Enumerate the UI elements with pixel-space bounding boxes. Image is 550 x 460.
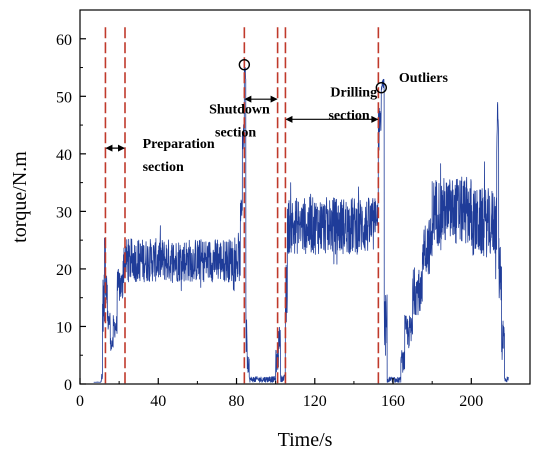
- arrows-layer: [105, 95, 379, 152]
- annotation-label: section: [143, 160, 184, 175]
- y-tick-label: 50: [56, 89, 72, 106]
- y-tick-label: 20: [56, 262, 72, 279]
- plot-frame: [79, 9, 531, 385]
- y-tick-label: 60: [56, 32, 72, 49]
- outlier-circle-marker: [375, 81, 388, 94]
- x-axis-title: Time/s: [278, 429, 333, 451]
- y-tick-label: 30: [56, 204, 72, 221]
- annotation-label: Preparation: [143, 137, 215, 152]
- x-tick-label: 120: [303, 393, 327, 410]
- annotations-layer: PreparationsectionShutdownsectionDrillin…: [143, 71, 449, 175]
- x-tick-label: 200: [459, 393, 483, 410]
- annotation-label: Shutdown: [209, 103, 270, 118]
- y-tick-label: 0: [64, 377, 72, 394]
- series-layer: [93, 64, 509, 383]
- annotation-label: section: [215, 126, 256, 141]
- axes-layer: 0 40 80 120 160 200 0 10 20 30 40 50 60: [56, 9, 483, 410]
- outlier-markers-layer: [238, 58, 388, 94]
- outlier-circle-marker: [238, 58, 251, 71]
- range-arrow: [244, 95, 278, 103]
- x-tick-label: 0: [76, 393, 84, 410]
- range-arrow: [105, 144, 125, 152]
- annotation-label: Drilling: [330, 85, 377, 100]
- x-tick-label: 80: [229, 393, 245, 410]
- y-tick-label: 10: [56, 319, 72, 336]
- annotation-label: section: [328, 108, 369, 123]
- x-tick-label: 40: [150, 393, 166, 410]
- x-tick-label: 160: [381, 393, 405, 410]
- y-axis-title: torque/N.m: [9, 151, 31, 243]
- y-tick-label: 40: [56, 147, 72, 164]
- torque-series-line: [93, 64, 509, 383]
- annotation-label: Outliers: [399, 71, 449, 86]
- range-arrow: [285, 115, 379, 123]
